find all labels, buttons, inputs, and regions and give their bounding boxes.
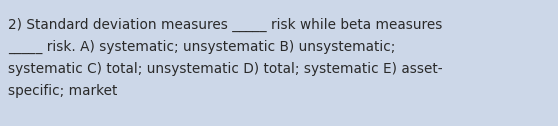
Text: systematic C) total; unsystematic D) total; systematic E) asset-: systematic C) total; unsystematic D) tot… [8, 62, 442, 76]
Text: specific; market: specific; market [8, 84, 117, 98]
Text: _____ risk. A) systematic; unsystematic B) unsystematic;: _____ risk. A) systematic; unsystematic … [8, 40, 396, 54]
Text: 2) Standard deviation measures _____ risk while beta measures: 2) Standard deviation measures _____ ris… [8, 18, 442, 32]
